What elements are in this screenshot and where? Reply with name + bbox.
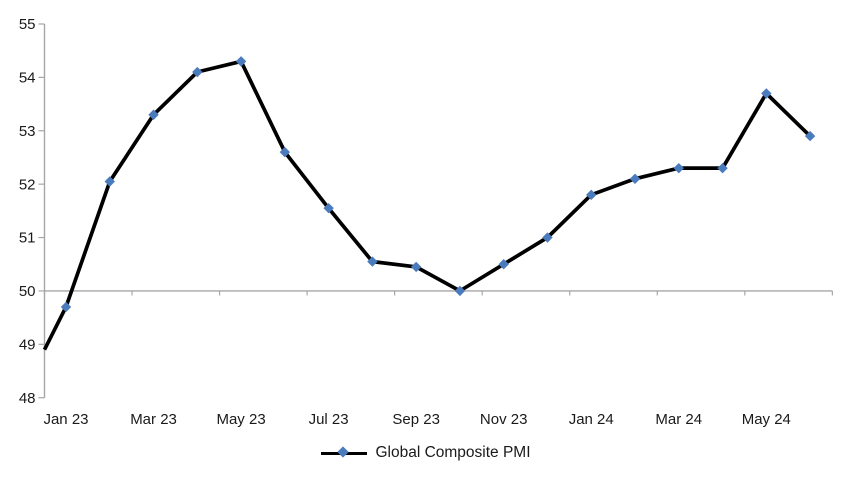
data-point-marker (761, 88, 772, 99)
data-point-marker (323, 202, 334, 214)
x-tick-label: Jan 23 (43, 411, 88, 428)
data-point-marker (586, 189, 597, 201)
x-tick-label: Sep 23 (392, 411, 440, 428)
x-tick-label: Mar 23 (130, 411, 177, 428)
y-tick-label: 50 (19, 283, 36, 300)
data-point-marker (542, 232, 553, 243)
chart-legend: Global Composite PMI (0, 444, 852, 462)
x-tick-label: Mar 24 (655, 411, 702, 428)
legend-line-sample (321, 445, 368, 462)
y-tick-label: 48 (19, 390, 36, 407)
x-tick-label: Jul 23 (309, 411, 349, 428)
y-tick-label: 51 (19, 230, 36, 247)
data-point-marker (498, 259, 509, 270)
data-point-marker (717, 162, 728, 174)
x-tick-label: Jan 24 (569, 411, 614, 428)
y-tick-label: 54 (19, 70, 36, 87)
data-point-marker (192, 66, 203, 78)
legend-label: Global Composite PMI (375, 444, 531, 461)
data-point-marker (235, 56, 247, 67)
legend-diamond-marker-icon (337, 446, 350, 458)
data-point-marker (279, 146, 291, 158)
data-point-marker (454, 285, 466, 297)
series-line (42, 59, 812, 351)
data-point-marker (410, 261, 422, 273)
y-tick-label: 53 (19, 123, 36, 140)
data-point-marker (673, 162, 684, 174)
x-tick-label: May 23 (216, 411, 265, 428)
y-tick-label: 49 (19, 337, 36, 354)
data-point-marker (60, 301, 72, 313)
data-point-marker (148, 109, 159, 120)
data-point-marker (367, 256, 378, 267)
y-tick-label: 55 (19, 16, 36, 33)
y-tick-label: 52 (19, 176, 36, 193)
x-tick-label: May 24 (742, 411, 791, 428)
data-point-marker (804, 130, 816, 142)
data-point-marker (629, 173, 641, 185)
x-tick-label: Nov 23 (480, 411, 528, 428)
data-point-marker (104, 176, 115, 187)
